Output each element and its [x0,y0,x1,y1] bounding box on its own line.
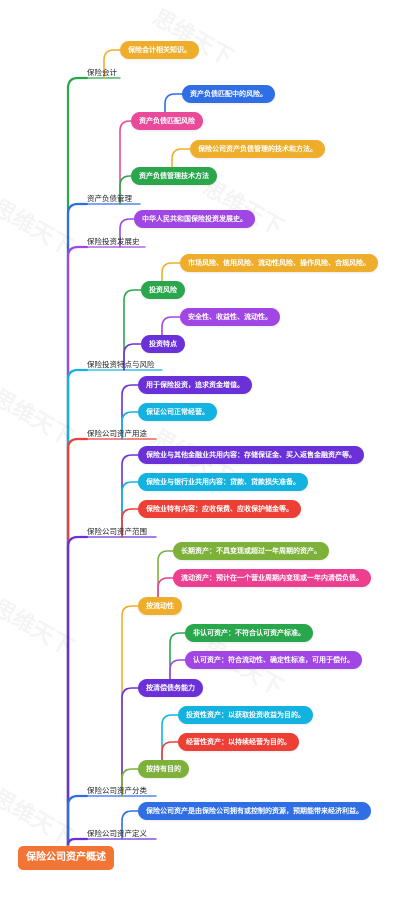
branch-insurance-accounting[interactable]: 保险会计 [87,68,117,77]
node-scope-item[interactable]: 保险业特有内容：应收保费、应收保护储金等。 [138,500,301,518]
connector-line [66,202,89,848]
node-usage-item[interactable]: 保证公司正常经营。 [138,403,217,421]
connector-line [66,368,89,848]
node-usage-item[interactable]: 用于保险投资，追求资金增值。 [138,376,252,394]
node-matching-risk[interactable]: 资产负债匹配风险 [131,112,203,130]
connector-line [161,316,181,345]
connector-line [121,384,139,440]
branch-asset-liability-management[interactable]: 资产负债管理 [87,194,132,203]
connector-line [121,768,139,797]
connector-line [161,741,179,770]
connector-line [171,148,191,177]
branch-asset-scope[interactable]: 保险公司资产范围 [87,527,147,536]
connector-line [66,535,89,848]
node-by-liquidity[interactable]: 按流动性 [138,597,182,615]
connector-line [157,577,174,607]
node-management-methods[interactable]: 资产负债管理技术方法 [131,167,217,185]
connector-line [66,837,89,848]
node-purpose-item[interactable]: 投资性资产：以获取投资收益为目的。 [178,706,313,724]
connector-line [161,262,181,291]
connector-line [66,245,89,848]
node-management-methods-detail[interactable]: 保险公司资产负债管理的技术和方法。 [190,140,325,158]
connector-line [121,687,139,797]
node-liquidity-item[interactable]: 长期资产：不具变现或超过一年周期的资产。 [173,542,329,560]
connector-line [121,481,139,538]
connector-line [123,343,142,371]
node-purpose-item[interactable]: 经营性资产：以持续经营为目的。 [178,733,299,751]
branch-asset-definition[interactable]: 保险公司资产定义 [87,829,147,838]
root-node[interactable]: 保险公司资产概述 [18,846,114,870]
connector-line [119,175,132,205]
connector-line [164,93,183,122]
node-accounting-knowledge[interactable]: 保险会计相关知识。 [120,41,199,59]
connector-line [123,289,142,371]
connector-line [169,659,186,689]
node-investment-risk-detail[interactable]: 市场风险、信用风险、流动性风险、操作风险、合规风险。 [180,254,378,272]
node-solvency-item[interactable]: 认可资产：符合流动性、确定性标准，可用于偿付。 [185,651,362,669]
connector-line [121,810,139,840]
connector-line [157,550,174,607]
connector-line [121,605,139,797]
branch-asset-usage[interactable]: 保险公司资产用途 [87,429,147,438]
connector-line [66,794,89,848]
node-investment-history-detail[interactable]: 中华人民共和国保险投资发展史。 [134,210,255,228]
connector-line [119,120,132,205]
node-investment-risk[interactable]: 投资风险 [141,281,185,299]
node-solvency-item[interactable]: 非认可资产：不符合认可资产标准。 [185,624,313,642]
node-matching-risk-detail[interactable]: 资产负债匹配中的风险。 [182,85,275,103]
connector-line [121,454,139,538]
node-scope-item[interactable]: 保险业与银行业共用内容：贷款、贷款损失准备。 [138,473,308,491]
node-by-solvency[interactable]: 按清偿债务能力 [138,679,203,697]
connector-line [161,714,179,770]
node-scope-item[interactable]: 保险业与其他金融业共用内容：存储保证金、买入返售金融资产等。 [138,446,364,464]
node-investment-feature-detail[interactable]: 安全性、收益性、流动性。 [180,308,280,326]
node-definition-detail[interactable]: 保险公司资产是由保险公司拥有或控制的资源，预期能带来经济利益。 [138,802,371,820]
connector-line [119,218,135,248]
connector-line [169,632,186,689]
branch-investment-history[interactable]: 保险投资发展史 [87,237,140,246]
node-liquidity-item[interactable]: 流动资产：预计在一个营业周期内变现或一年内清偿负债。 [173,569,371,587]
node-investment-feature[interactable]: 投资特点 [141,335,185,353]
connector-line [103,49,121,79]
branch-investment-features-risks[interactable]: 保险投资特点与风险 [87,360,155,369]
node-by-purpose[interactable]: 按持有目的 [138,760,189,778]
connector-line [121,411,139,440]
branch-asset-classification[interactable]: 保险公司资产分类 [87,786,147,795]
connector-line [121,508,139,538]
connector-line [66,76,89,848]
connector-line [66,437,89,848]
